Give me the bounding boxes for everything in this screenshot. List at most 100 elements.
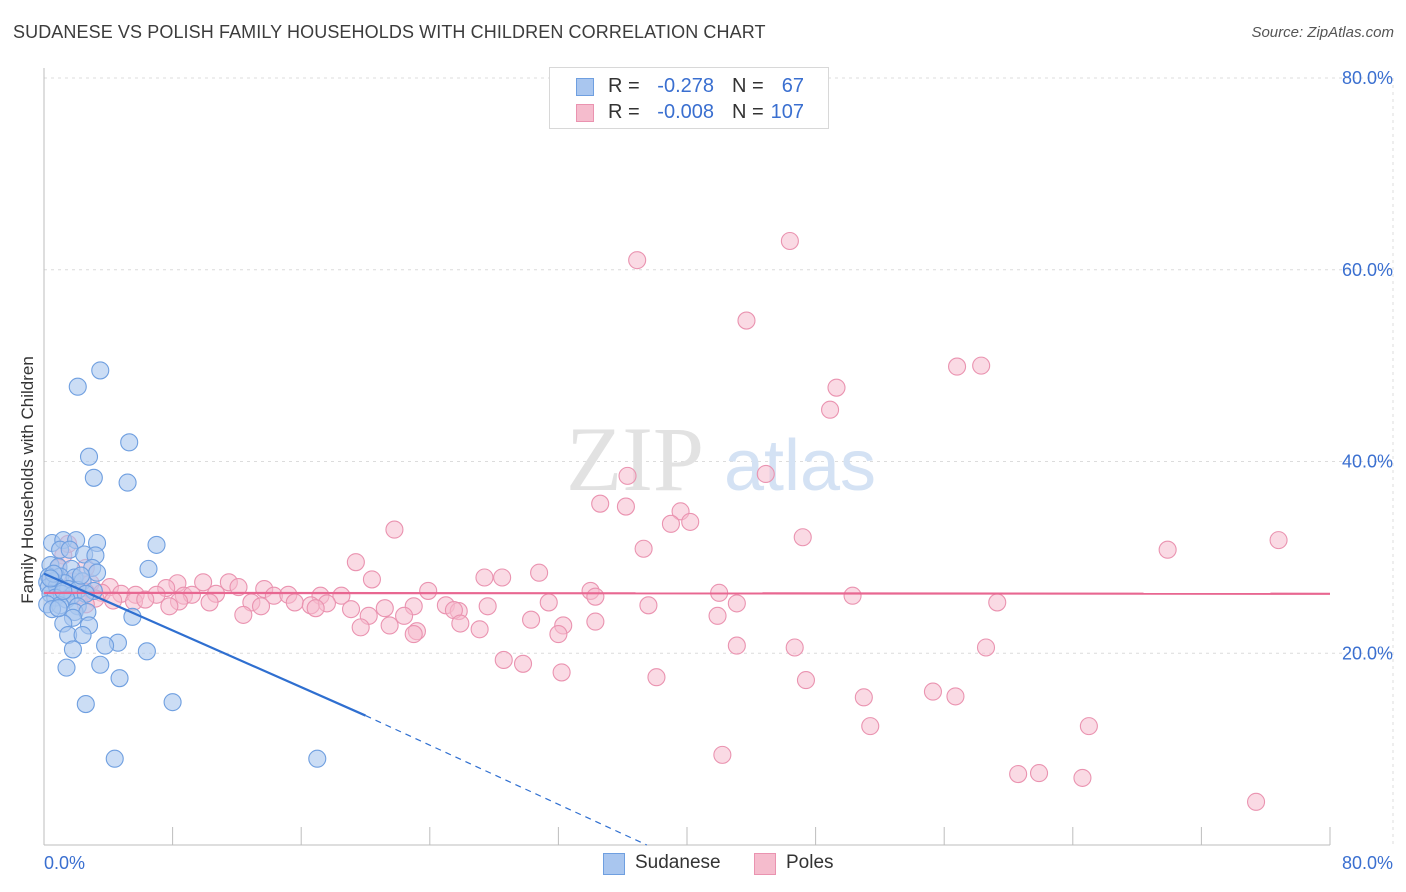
poles-point: [1009, 765, 1028, 784]
sudanese-point: [79, 447, 99, 466]
poles-point: [306, 599, 325, 618]
poles-point: [618, 466, 637, 485]
legend-r-label: R =: [608, 75, 640, 97]
legend-n-label: N =: [732, 101, 764, 123]
y-tick-label: 40.0%: [1342, 452, 1393, 472]
poles-point: [375, 599, 394, 618]
poles-point: [591, 494, 610, 513]
poles-points: [42, 231, 1288, 811]
poles-trend-line: [43, 591, 1331, 595]
sudanese-point: [139, 559, 158, 578]
poles-point: [1029, 764, 1049, 783]
poles-point: [639, 596, 658, 615]
poles-point: [946, 687, 965, 706]
poles-point: [727, 594, 746, 613]
grid-lines: [44, 77, 1394, 845]
legend-n-value: 67: [781, 75, 804, 97]
poles-point: [785, 638, 804, 657]
poles-point: [708, 606, 727, 625]
poles-point: [827, 378, 846, 397]
sudanese-trend-line: [43, 572, 366, 717]
sudanese-point: [91, 361, 110, 380]
legend-swatch-sudanese: [576, 78, 594, 96]
poles-point: [976, 638, 996, 657]
poles-point: [861, 717, 880, 736]
poles-point: [948, 357, 967, 376]
poles-point: [756, 464, 775, 484]
legend-swatch-sudanese: [603, 853, 625, 875]
poles-point: [647, 668, 666, 687]
poles-point: [737, 311, 756, 330]
poles-point: [530, 563, 549, 582]
poles-point: [634, 539, 653, 558]
poles-point: [780, 231, 799, 251]
sudanese-point: [73, 625, 92, 645]
legend-swatch-poles: [754, 853, 776, 875]
sudanese-point: [57, 658, 76, 677]
y-axis-label: Family Households with Children: [18, 356, 37, 604]
y-tick-label: 20.0%: [1342, 643, 1393, 663]
poles-point: [988, 593, 1007, 612]
poles-point: [727, 636, 746, 655]
poles-point: [661, 514, 680, 533]
sudanese-point: [96, 636, 115, 655]
poles-point: [713, 745, 732, 764]
sudanese-point: [84, 468, 103, 487]
poles-point: [1269, 531, 1288, 550]
sudanese-point: [110, 669, 129, 688]
sudanese-point: [91, 655, 110, 674]
sudanese-point: [68, 377, 87, 396]
poles-point: [552, 663, 571, 682]
chart-title: SUDANESE VS POLISH FAMILY HOUSEHOLDS WIT…: [13, 22, 766, 42]
sudanese-point: [163, 693, 182, 712]
poles-point: [451, 614, 470, 633]
poles-point: [821, 400, 840, 419]
legend-row-poles: R = -0.008 N = 107: [550, 101, 828, 127]
poles-point: [549, 625, 568, 644]
poles-point: [1073, 768, 1092, 787]
x-tick-label: 80.0%: [1342, 853, 1393, 873]
legend-n-label: N =: [732, 75, 764, 97]
legend-label-sudanese: Sudanese: [635, 852, 721, 873]
poles-point: [478, 597, 497, 616]
legend-row-sudanese: R = -0.278 N = 67: [550, 75, 828, 101]
legend-r-value: -0.008: [657, 101, 714, 123]
poles-point: [362, 570, 381, 589]
poles-point: [332, 586, 351, 605]
sudanese-points: [38, 361, 327, 768]
tick-labels: 20.0% 40.0% 60.0% 80.0% 0.0% 80.0%: [44, 68, 1393, 873]
poles-point: [200, 593, 219, 612]
sudanese-point: [49, 599, 68, 618]
poles-point: [616, 497, 635, 516]
poles-point: [586, 612, 605, 631]
poles-point: [341, 600, 361, 619]
poles-point: [346, 553, 365, 572]
sudanese-point: [105, 749, 124, 768]
sudanese-point: [118, 473, 137, 492]
poles-point: [681, 512, 700, 531]
watermark: ZIP atlas: [566, 408, 876, 510]
y-tick-label: 60.0%: [1342, 260, 1393, 280]
poles-point: [513, 654, 533, 673]
sudanese-point: [120, 433, 139, 452]
poles-point: [194, 573, 213, 592]
sudanese-point: [76, 695, 95, 714]
poles-point: [843, 586, 862, 605]
poles-point: [351, 618, 370, 637]
poles-point: [494, 650, 513, 670]
poles-point: [160, 597, 179, 616]
series-legend: Sudanese Poles: [0, 852, 1406, 876]
poles-point: [539, 593, 558, 612]
trend-lines: [43, 572, 1331, 846]
legend-swatch-poles: [576, 104, 594, 122]
y-axis-label-wrap: Family Households with Children: [16, 350, 40, 610]
poles-point: [229, 578, 248, 597]
legend-r-value: -0.278: [657, 75, 714, 97]
sudanese-point: [308, 749, 327, 768]
watermark-zip: ZIP: [566, 408, 704, 510]
legend-n-value: 107: [770, 101, 804, 123]
watermark-atlas: atlas: [724, 426, 876, 506]
poles-point: [923, 682, 942, 701]
sudanese-point: [137, 642, 156, 661]
